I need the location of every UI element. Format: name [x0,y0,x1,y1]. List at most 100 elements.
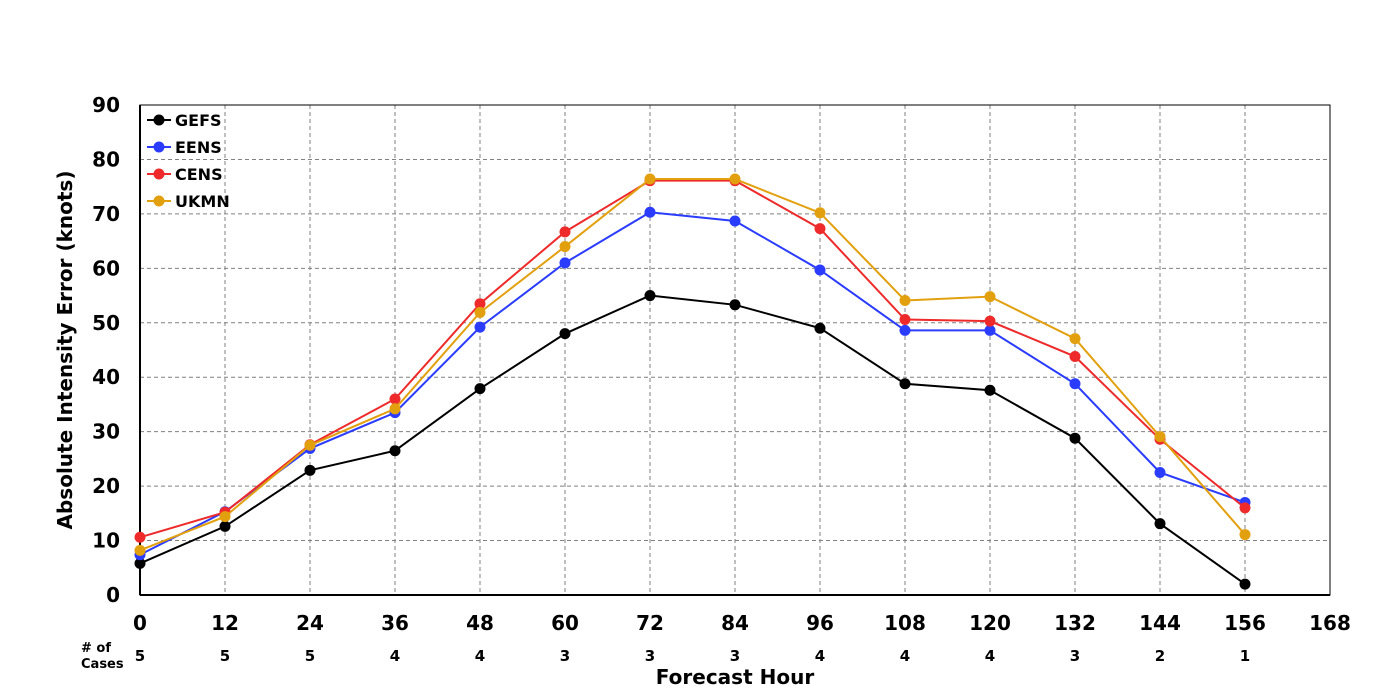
cases-count: 3 [560,647,570,665]
data-point [474,298,486,310]
data-point [134,557,146,569]
y-axis-title: Absolute Intensity Error (knots) [53,171,77,530]
data-point [729,299,741,311]
cases-count: 5 [305,647,315,665]
data-point [814,264,826,276]
data-point [474,383,486,395]
series-ukmn [134,173,1251,556]
series-eens [134,206,1251,561]
data-point [559,328,571,340]
grid [140,105,1330,595]
data-point [984,315,996,327]
legend-item-gefs: GEFS [147,111,222,130]
data-point [984,324,996,336]
series-line [139,294,1246,585]
data-point [219,511,231,523]
data-point [1154,518,1166,530]
data-point [1069,432,1081,444]
y-tick-label: 0 [106,583,120,607]
y-tick-labels: 0 10 20 30 40 50 60 70 80 90 [92,93,120,607]
series-line [139,211,1246,556]
data-point [389,403,401,415]
x-tick-label: 96 [806,611,834,635]
data-point [1239,578,1251,590]
y-tick-label: 30 [92,420,120,444]
data-point [474,321,486,333]
x-tick-label: 156 [1224,611,1266,635]
cases-label-line2: Cases [81,657,124,672]
legend-item-cens: CENS [147,165,223,184]
data-point [389,445,401,457]
data-point [899,314,911,326]
series-cens [134,175,1251,543]
data-point [134,544,146,556]
cases-count: 3 [1070,647,1080,665]
legend-item-ukmn: UKMN [147,192,230,211]
cases-count: 5 [135,647,145,665]
cases-count: 3 [730,647,740,665]
data-point [644,206,656,218]
cases-count: 1 [1240,647,1250,665]
data-point [644,290,656,302]
y-tick-label: 10 [92,529,120,553]
x-tick-label: 120 [969,611,1011,635]
x-tick-label: 36 [381,611,409,635]
data-point [559,241,571,253]
cases-count: 4 [815,647,825,665]
data-point [1069,333,1081,345]
cases-count: 3 [645,647,655,665]
y-tick-label: 20 [92,474,120,498]
data-point [1069,378,1081,390]
data-point [474,306,486,318]
x-tick-label: 24 [296,611,324,635]
cases-label-line1: # of [81,641,111,656]
data-point [389,393,401,405]
legend-marker [153,114,165,126]
legend-label: EENS [175,138,222,157]
legend-marker [153,195,165,207]
data-point [134,531,146,543]
data-point [219,520,231,532]
legend-label: CENS [175,165,223,184]
data-point [559,257,571,269]
legend-label: GEFS [175,111,222,130]
data-point [814,223,826,235]
y-tick-label: 40 [92,365,120,389]
series-line [139,179,1246,539]
data-point [814,322,826,334]
legend: GEFS EENS CENS UKMN [147,111,230,211]
data-point [984,291,996,303]
x-tick-label: 168 [1309,611,1351,635]
x-tick-label: 72 [636,611,664,635]
y-tick-label: 80 [92,147,120,171]
cases-count: 4 [900,647,910,665]
data-point [984,384,996,396]
cases-count: 5 [220,647,230,665]
data-point [1154,467,1166,478]
data-point [1154,431,1166,443]
legend-label: UKMN [175,192,230,211]
x-tick-label: 60 [551,611,579,635]
data-point [729,215,741,227]
data-point [644,173,656,185]
data-point [1239,529,1251,541]
data-point [304,439,316,451]
cases-row: 5 5 5 4 4 3 3 3 4 4 4 3 2 1 [135,647,1250,665]
data-point [559,226,571,238]
x-tick-label: 144 [1139,611,1181,635]
legend-item-eens: EENS [147,138,222,157]
x-axis-title: Forecast Hour [656,665,815,689]
series-lines [134,173,1251,590]
data-point [1239,502,1251,514]
x-tick-label: 48 [466,611,494,635]
data-point [899,378,911,390]
series-line [139,178,1246,552]
legend-marker [153,141,165,153]
cases-count: 4 [390,647,400,665]
x-tick-labels: 0 12 24 36 48 60 72 84 96 108 120 132 144 156 168 [133,611,1351,635]
x-tick-label: 84 [721,611,749,635]
y-tick-label: 70 [92,202,120,226]
data-point [899,324,911,336]
x-tick-label: 12 [211,611,239,635]
